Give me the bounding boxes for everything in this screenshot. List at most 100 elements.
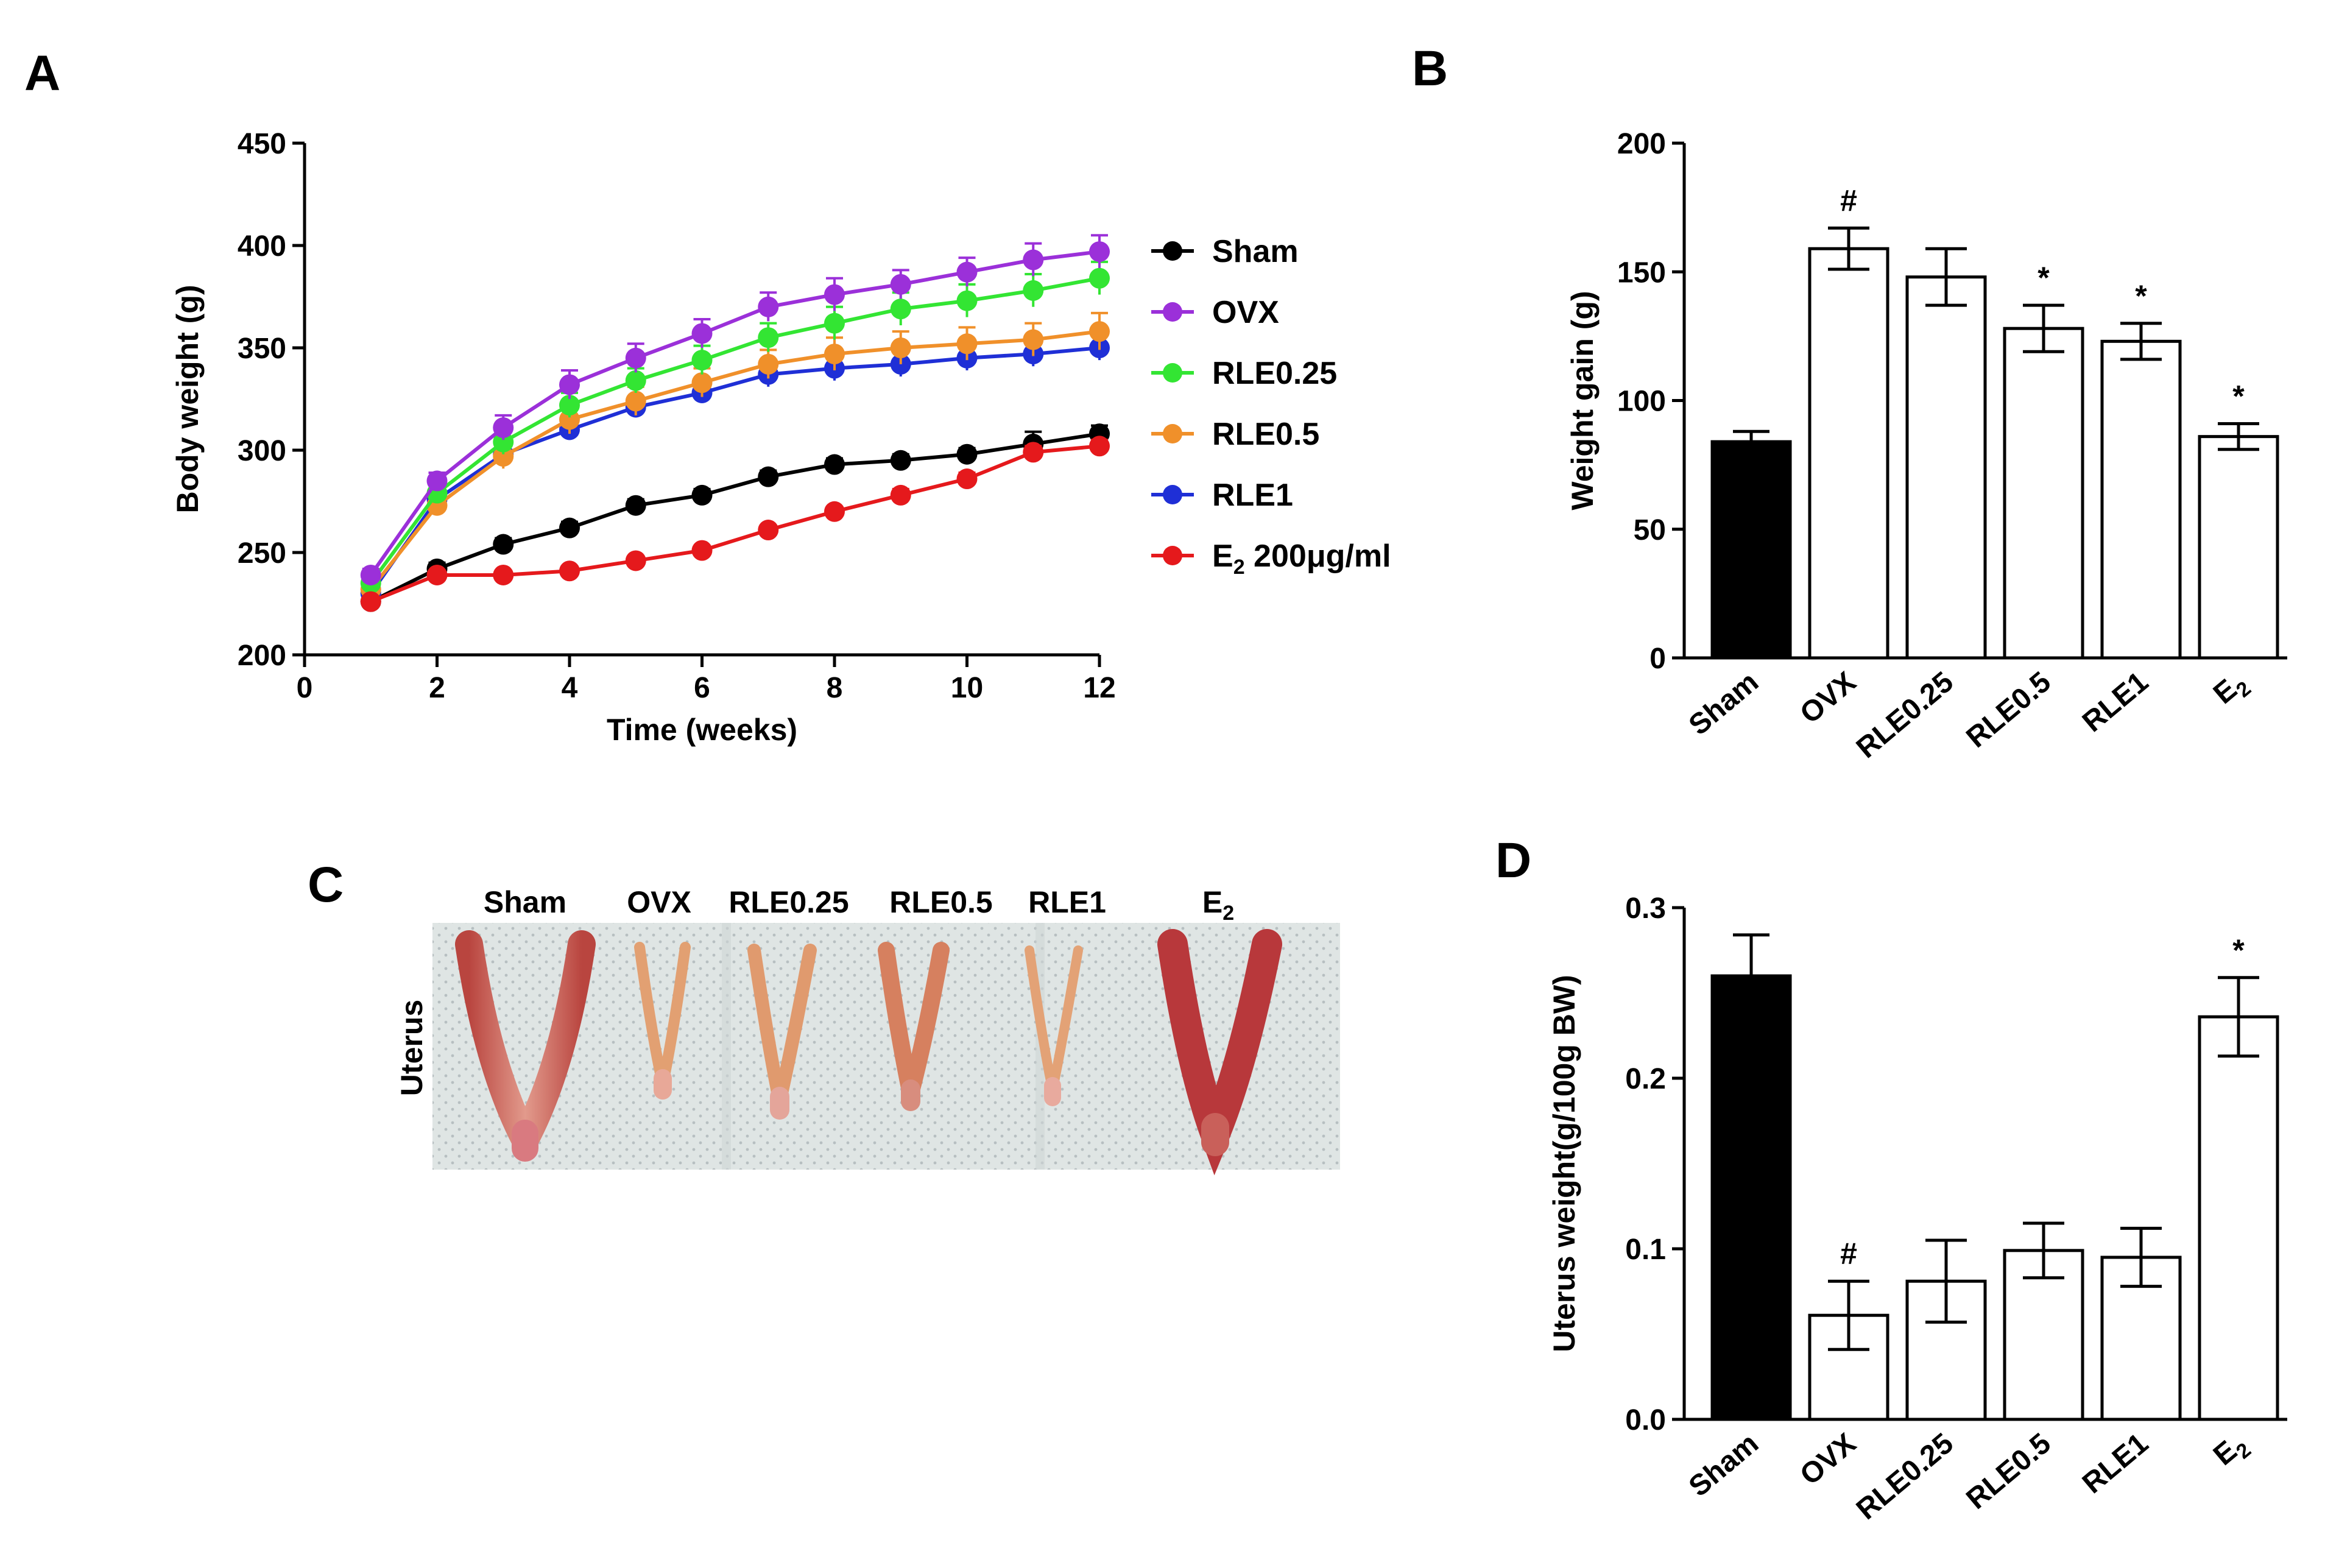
a-x-tick-label: 8 (827, 672, 843, 704)
a-data-point (824, 344, 845, 365)
photo-seam (722, 923, 731, 1170)
b-bar-rect (2003, 327, 2084, 660)
a-x-tick-label: 0 (297, 672, 313, 704)
a-legend-marker (1163, 485, 1182, 504)
a-legend-item: RLE1 (1151, 478, 1293, 513)
a-data-point (1089, 436, 1110, 457)
b-y-tick-label: 0 (1649, 643, 1666, 675)
a-y-tick-label: 200 (238, 640, 286, 672)
a-data-point (824, 284, 845, 305)
a-legend-marker (1163, 302, 1182, 322)
a-data-point (758, 520, 779, 541)
a-series-ovx (360, 234, 1110, 585)
b-bar-rect (1808, 247, 1889, 660)
uterus-specimen-rle1 (1025, 945, 1083, 1106)
a-data-point (559, 395, 580, 416)
a-data-point (1023, 442, 1044, 463)
a-data-point (890, 484, 911, 506)
b-y-tick-label: 100 (1617, 386, 1666, 418)
a-data-point (758, 296, 779, 317)
a-data-point (758, 327, 779, 348)
b-bar-rect (1710, 440, 1792, 660)
d-y-axis-title: Uterus weight(g/100g BW) (1547, 975, 1581, 1352)
a-data-point (1089, 267, 1110, 289)
a-data-point (758, 466, 779, 487)
a-data-point (956, 261, 978, 283)
a-data-point (890, 274, 911, 295)
photo-label-sham: Sham (484, 885, 566, 919)
a-legend-label: RLE0.5 (1212, 417, 1319, 452)
a-data-point (1023, 249, 1044, 270)
b-significance-mark: * (2037, 261, 2050, 295)
photo-label-rle05: RLE0.5 (889, 885, 993, 919)
b-y-axis-title: Weight gain (g) (1565, 291, 1600, 510)
a-legend-label: Sham (1212, 234, 1299, 269)
a-series-e2 (360, 436, 1110, 612)
d-y-tick-label: 0.2 (1625, 1063, 1666, 1095)
a-series-line (369, 346, 1100, 595)
a-y-tick-label: 400 (238, 230, 286, 263)
photo-label-ovx: OVX (627, 885, 691, 919)
a-series-line (369, 330, 1100, 591)
a-data-point (625, 390, 646, 412)
a-data-point (559, 560, 580, 582)
a-series-line (370, 444, 1100, 604)
d-y-tick-label: 0.0 (1625, 1404, 1666, 1436)
a-data-point (360, 591, 381, 612)
a-x-tick-label: 6 (694, 672, 710, 704)
b-y-tick-label: 200 (1617, 128, 1666, 160)
a-data-point (890, 337, 911, 358)
d-bar-rect (2198, 1015, 2279, 1421)
d-y-tick-label: 0.3 (1625, 892, 1666, 925)
uterus-specimen-rle025 (747, 944, 817, 1120)
a-data-point (691, 323, 713, 344)
photo-side-label: Uterus (395, 1000, 429, 1096)
a-data-point (758, 353, 779, 375)
b-significance-mark: * (2232, 380, 2245, 414)
a-data-point (956, 290, 978, 311)
panel-letter-b: B (1412, 41, 1448, 96)
a-data-point (1089, 321, 1110, 342)
a-data-point (890, 450, 911, 471)
panel-letter-a: A (24, 46, 60, 101)
a-series-line (370, 432, 1100, 604)
a-y-axis-title: Body weight (g) (171, 285, 205, 514)
panel-letter-d: D (1495, 833, 1531, 888)
d-significance-mark: * (2232, 933, 2245, 967)
a-data-point (360, 564, 381, 585)
a-x-axis-title: Time (weeks) (607, 713, 797, 747)
a-data-point (691, 540, 713, 561)
d-significance-mark: # (1840, 1237, 1857, 1271)
a-legend-marker (1163, 363, 1182, 383)
b-bar-rect (2100, 339, 2182, 660)
d-bar-e: *E2 (2198, 933, 2279, 1476)
a-series-rle025 (360, 260, 1110, 594)
a-data-point (890, 298, 911, 320)
a-y-tick-label: 300 (238, 435, 286, 467)
a-legend-item: Sham (1151, 234, 1299, 269)
panel-letter-c: C (308, 857, 344, 913)
a-legend-label: OVX (1212, 295, 1279, 330)
a-data-point (956, 443, 978, 465)
a-data-point (625, 370, 646, 391)
a-data-point (691, 484, 713, 506)
uterus-specimen-rle05 (878, 942, 950, 1111)
a-series-line (369, 276, 1100, 585)
a-data-point (559, 374, 580, 395)
a-data-point (956, 468, 978, 490)
a-data-point (559, 517, 580, 539)
a-legend-marker (1163, 241, 1182, 261)
a-data-point (1023, 329, 1044, 350)
a-x-tick-label: 4 (562, 672, 578, 704)
a-data-point (691, 372, 713, 394)
uterus-specimen-ovx (634, 942, 691, 1100)
b-significance-mark: # (1840, 183, 1857, 217)
a-data-point (824, 501, 845, 522)
a-data-point (625, 550, 646, 571)
a-y-tick-label: 250 (238, 537, 286, 570)
b-bar-ovx: #OVX (1794, 183, 1889, 730)
a-data-point (691, 350, 713, 371)
b-significance-mark: * (2135, 279, 2147, 313)
a-data-point (493, 417, 514, 439)
